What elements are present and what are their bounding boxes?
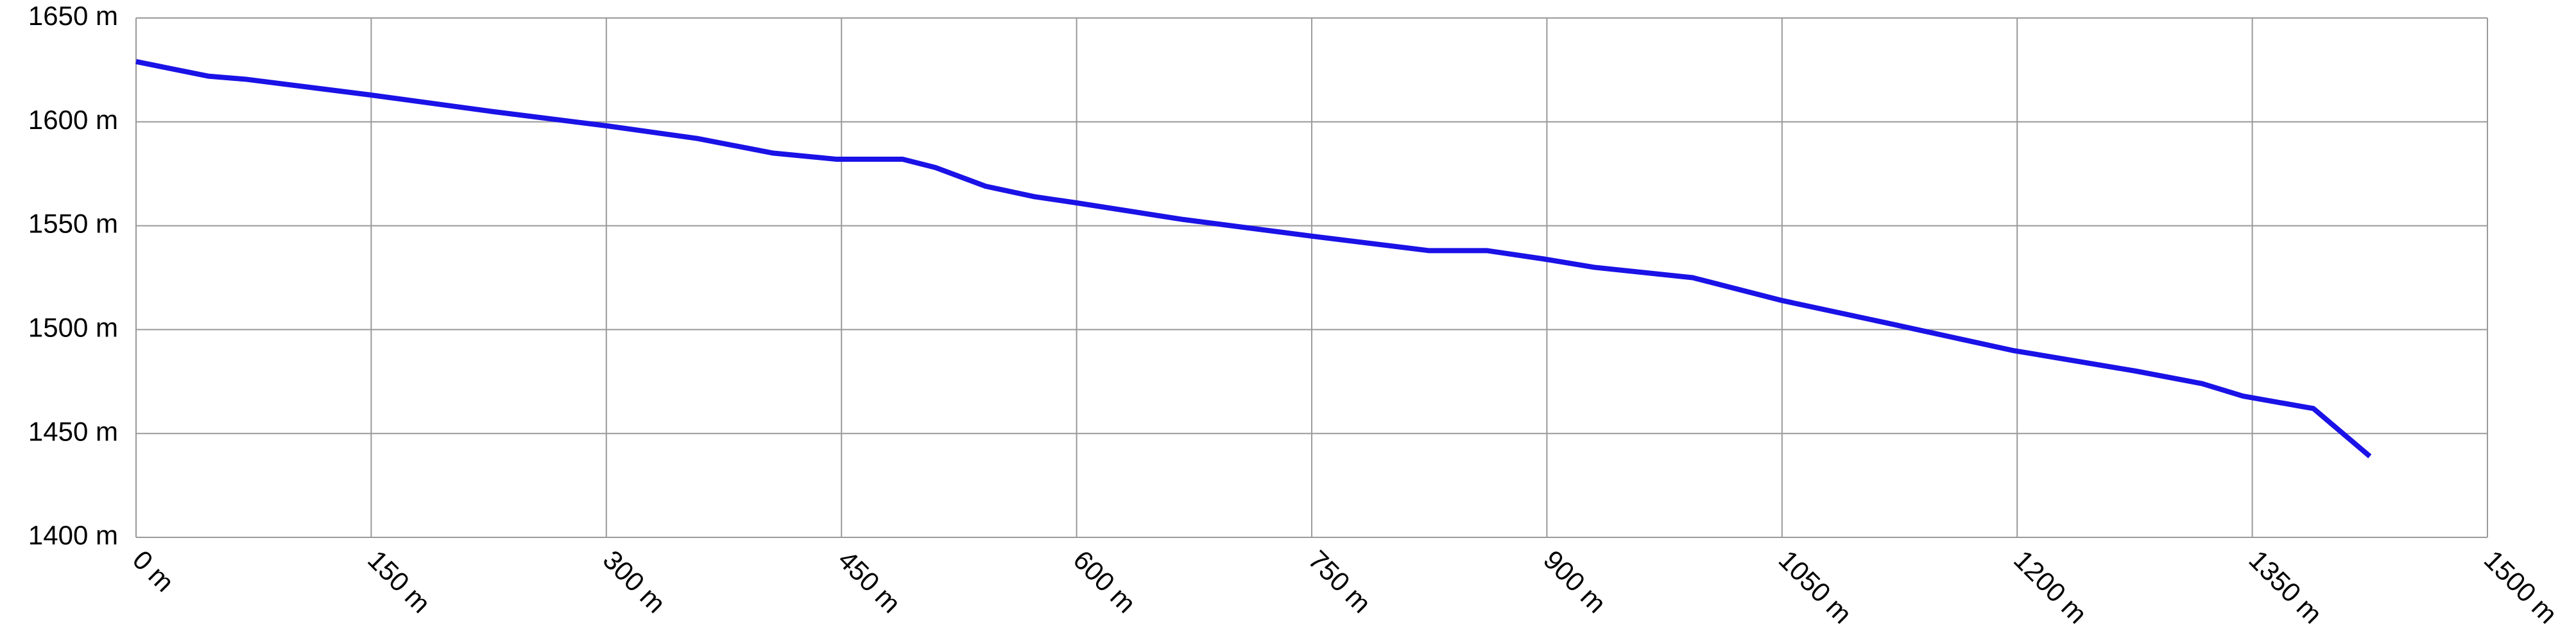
x-tick-label: 750 m	[1303, 544, 1377, 619]
x-tick-label: 1050 m	[1773, 544, 1858, 629]
x-tick-label: 300 m	[597, 544, 672, 619]
y-tick-label: 1400 m	[28, 520, 118, 550]
x-tick-label: 450 m	[832, 544, 907, 619]
x-tick-label: 600 m	[1067, 544, 1142, 619]
y-tick-label: 1650 m	[28, 1, 118, 31]
y-tick-label: 1500 m	[28, 312, 118, 342]
y-tick-label: 1450 m	[28, 416, 118, 446]
x-tick-label: 0 m	[127, 544, 180, 598]
x-tick-label: 150 m	[362, 544, 436, 619]
elevation-line	[135, 59, 2372, 458]
x-tick-label: 1350 m	[2243, 544, 2328, 629]
y-tick-label: 1600 m	[28, 105, 118, 135]
x-tick-label: 1500 m	[2478, 544, 2563, 629]
y-tick-label: 1550 m	[28, 209, 118, 239]
x-tick-label: 900 m	[1538, 544, 1612, 619]
x-tick-label: 1200 m	[2008, 544, 2093, 629]
